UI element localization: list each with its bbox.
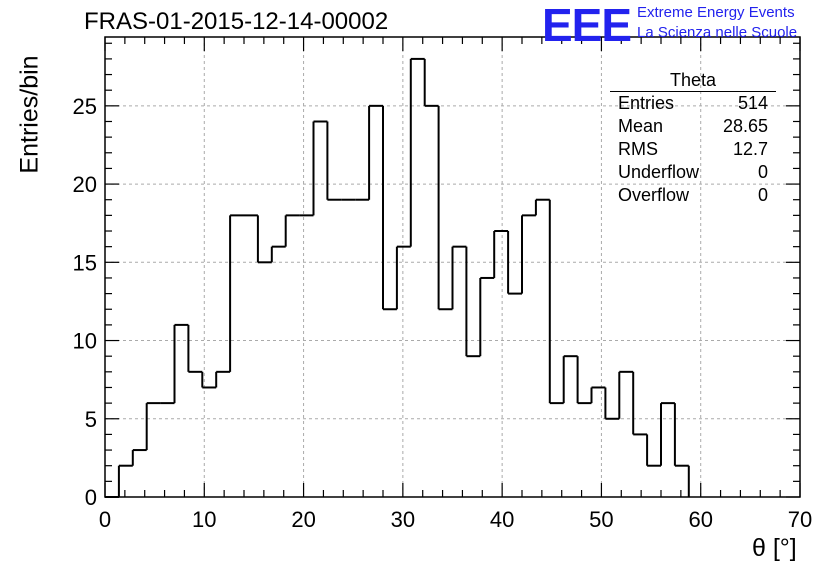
stats-box: Theta Entries 514 Mean 28.65 RMS 12.7 Un… <box>610 70 776 207</box>
x-tick-label: 70 <box>788 507 812 532</box>
stats-row-mean: Mean 28.65 <box>610 115 776 138</box>
x-tick-label: 0 <box>99 507 111 532</box>
stats-label: Entries <box>618 93 675 113</box>
logo-caption-2: La Scienza nelle Scuole <box>637 24 798 41</box>
eee-logo: EEE <box>542 0 632 51</box>
stats-value: 12.7 <box>732 139 768 159</box>
y-tick-label: 15 <box>73 250 97 275</box>
stats-label: Overflow <box>618 185 690 205</box>
y-axis-label: Entries/bin <box>15 55 44 174</box>
stats-value: 514 <box>737 93 768 113</box>
chart-title: FRAS-01-2015-12-14-00002 <box>84 8 389 35</box>
stats-value: 0 <box>757 185 768 205</box>
x-axis-label: θ [°] <box>752 534 797 562</box>
stats-label: Mean <box>618 116 664 136</box>
y-tick-label: 0 <box>85 485 97 510</box>
x-tick-label: 30 <box>391 507 415 532</box>
stats-row-entries: Entries 514 <box>610 92 776 115</box>
stats-row-underflow: Underflow 0 <box>610 161 776 184</box>
stats-row-overflow: Overflow 0 <box>610 184 776 207</box>
y-tick-label: 25 <box>73 94 97 119</box>
x-tick-label: 40 <box>490 507 514 532</box>
stats-label: RMS <box>618 139 658 159</box>
stats-value: 0 <box>757 162 768 182</box>
stats-row-rms: RMS 12.7 <box>610 138 776 161</box>
stats-label: Underflow <box>618 162 700 182</box>
x-tick-label: 10 <box>192 507 216 532</box>
plot-frame <box>104 36 801 498</box>
x-tick-label: 20 <box>291 507 315 532</box>
y-tick-label: 20 <box>73 172 97 197</box>
stats-title: Theta <box>610 70 776 92</box>
x-tick-label: 50 <box>589 507 613 532</box>
y-tick-label: 10 <box>73 329 97 354</box>
logo-caption-1: Extreme Energy Events <box>637 4 795 21</box>
stats-value: 28.65 <box>722 116 768 136</box>
y-tick-label: 5 <box>85 407 97 432</box>
x-tick-label: 60 <box>688 507 712 532</box>
